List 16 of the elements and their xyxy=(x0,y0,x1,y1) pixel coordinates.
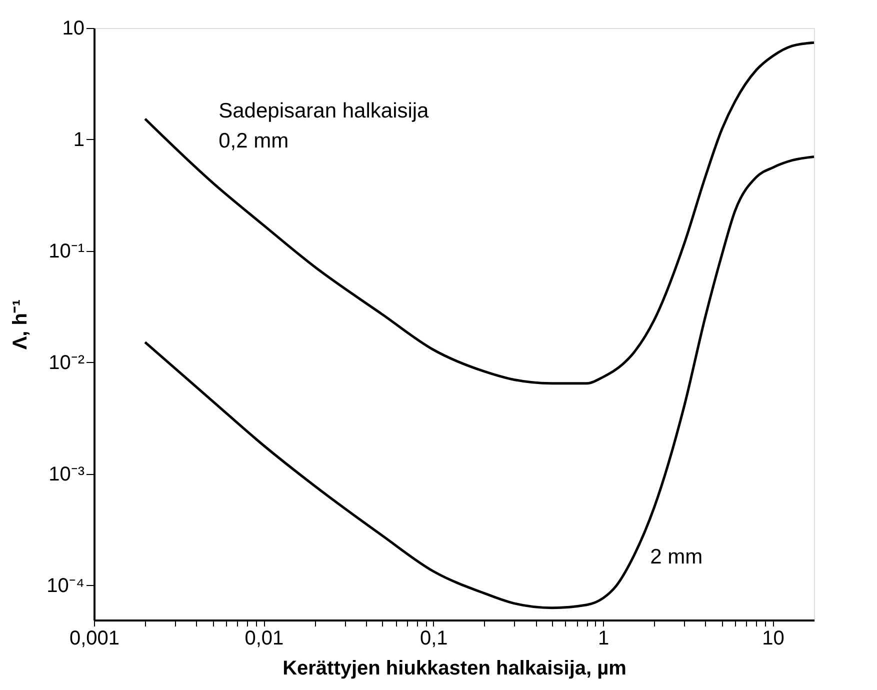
x-tick-label: 10 xyxy=(762,628,784,650)
x-tick-label: 0,1 xyxy=(420,628,448,650)
y-tick-label: 10⁻⁴ xyxy=(46,574,84,597)
series-label: 2 mm xyxy=(650,546,703,569)
y-tick-label: 10⁻¹ xyxy=(48,240,85,262)
x-axis-title: Kerättyjen hiukkasten halkaisija, µm xyxy=(282,658,626,680)
annotation: Sadepisaran halkaisija xyxy=(218,100,430,123)
y-tick-label: 10⁻² xyxy=(48,352,85,374)
y-axis-title: Λ, h⁻¹ xyxy=(10,299,32,350)
x-tick-label: 0,01 xyxy=(244,628,284,650)
y-tick-label: 1 xyxy=(73,128,84,151)
x-tick-label: 0,001 xyxy=(69,628,120,650)
x-tick-label: 1 xyxy=(598,628,610,650)
y-tick-label: 10⁻³ xyxy=(48,463,85,486)
series-label: 0,2 mm xyxy=(218,130,289,153)
y-tick-label: 10 xyxy=(62,18,84,40)
